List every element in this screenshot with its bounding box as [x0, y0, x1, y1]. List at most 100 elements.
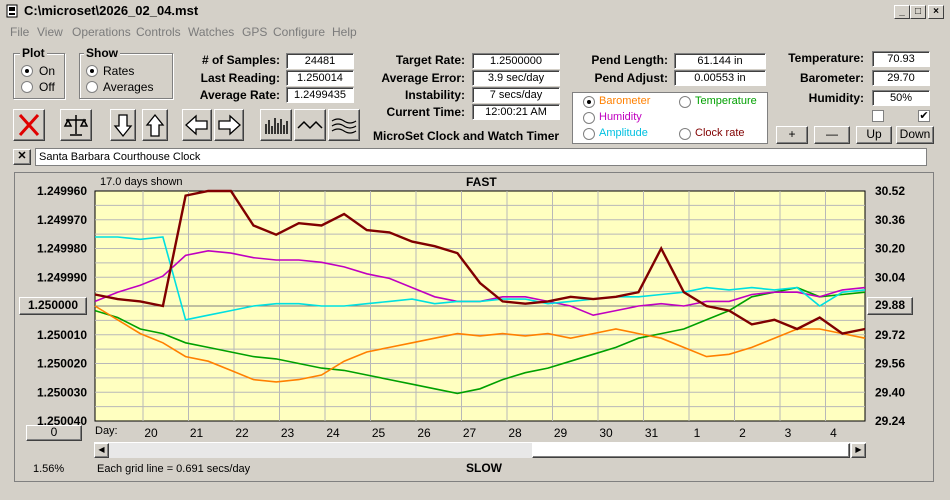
instability-field: 7 secs/day — [472, 87, 560, 103]
left-tick-label: 1.250020 — [37, 357, 87, 371]
last-reading-label: Last Reading: — [200, 71, 280, 85]
menu-file[interactable]: File — [10, 25, 30, 39]
red-x-icon — [18, 113, 40, 137]
bar-view-button[interactable] — [260, 109, 292, 141]
maximize-button[interactable]: □ — [910, 5, 926, 19]
arrow-up-icon — [145, 113, 165, 137]
right-tick-label: 30.20 — [875, 242, 905, 256]
right-tick-label: 29.56 — [875, 357, 905, 371]
move-down-button[interactable] — [110, 109, 136, 141]
average-error-field: 3.9 sec/day — [472, 70, 560, 86]
minimize-button[interactable]: _ — [894, 5, 910, 19]
scroll-left-arrow[interactable]: ◀ — [94, 443, 109, 458]
x-tick-label: 28 — [508, 426, 522, 440]
balance-button[interactable] — [60, 109, 92, 141]
series-line — [94, 189, 866, 335]
barometer-radio[interactable] — [583, 96, 595, 108]
menu-controls[interactable]: Controls — [136, 25, 181, 39]
scroll-left-button[interactable] — [182, 109, 212, 141]
wave-line-icon — [297, 120, 323, 130]
instability-label: Instability: — [404, 88, 465, 102]
x-tick-label: 26 — [417, 426, 431, 440]
x-tick-label: 24 — [326, 426, 340, 440]
temperature-field: 70.93 — [872, 51, 930, 67]
pend-length-field: 61.144 in — [674, 53, 766, 69]
menu-view[interactable]: View — [37, 25, 63, 39]
scroll-right-arrow[interactable]: ▶ — [851, 443, 866, 458]
clock-name-field[interactable]: Santa Barbara Courthouse Clock — [35, 148, 927, 166]
down-button[interactable]: Down — [896, 126, 934, 144]
plot-on-radio[interactable] — [21, 65, 33, 77]
average-error-label: Average Error: — [381, 71, 465, 85]
bars-icon — [265, 118, 288, 134]
left-tick-label: 1.249990 — [37, 270, 87, 284]
menu-bar: File View Operations Controls Watches GP… — [0, 22, 950, 42]
amplitude-option: Amplitude — [599, 127, 648, 139]
x-tick-label: 3 — [785, 426, 792, 440]
humidity-radio[interactable] — [583, 112, 595, 124]
x-tick-label: 30 — [599, 426, 613, 440]
x-tick-label: 27 — [463, 426, 477, 440]
menu-configure[interactable]: Configure — [273, 25, 326, 39]
menu-gps[interactable]: GPS — [242, 25, 268, 39]
center-rate-button[interactable]: 1.250000 — [19, 297, 87, 315]
x-tick-label: 1 — [694, 426, 701, 440]
x-tick-label: 23 — [281, 426, 295, 440]
menu-help[interactable]: Help — [332, 25, 357, 39]
up-button[interactable]: Up — [856, 126, 892, 144]
amplitude-radio[interactable] — [583, 128, 595, 140]
show-group: Show — [79, 46, 173, 99]
barometer-label: Barometer: — [799, 71, 864, 85]
scroll-track[interactable] — [110, 443, 530, 458]
window-title: C:\microset\2026_02_04.mst — [24, 3, 199, 18]
samples-field: 24481 — [286, 53, 354, 69]
center-sensor-button[interactable]: 29.88 — [867, 297, 913, 315]
line-view-button[interactable] — [294, 109, 326, 141]
clock-rate-option: Clock rate — [695, 127, 745, 139]
horizontal-scrollbar[interactable]: ◀ ▶ — [94, 442, 866, 458]
decrease-button[interactable]: — — [814, 126, 850, 144]
left-tick-label: 1.250040 — [37, 414, 87, 428]
arrow-down-icon — [113, 114, 133, 138]
pend-adjust-field: 0.00553 in — [674, 70, 766, 86]
menu-operations[interactable]: Operations — [72, 25, 131, 39]
temperature-label: Temperature: — [788, 51, 864, 65]
plot-off-radio[interactable] — [21, 81, 33, 93]
pend-adjust-label: Pend Adjust: — [594, 71, 668, 85]
left-tick-label: 1.249980 — [37, 242, 87, 256]
move-up-button[interactable] — [142, 109, 168, 141]
increase-button[interactable]: + — [776, 126, 808, 144]
show-averages-radio[interactable] — [86, 81, 98, 93]
close-clock-button[interactable]: ✕ — [13, 149, 31, 165]
clear-button[interactable] — [13, 109, 45, 141]
balance-scale-icon — [63, 115, 89, 136]
close-button[interactable]: × — [928, 5, 944, 19]
app-icon — [5, 4, 19, 18]
clock-rate-radio[interactable] — [679, 128, 691, 140]
scroll-thumb[interactable] — [532, 443, 850, 458]
menu-watches[interactable]: Watches — [188, 25, 235, 39]
fast-label: FAST — [466, 175, 497, 189]
auto-checkbox-2[interactable]: ✔ — [918, 110, 930, 122]
temperature-option: Temperature — [695, 95, 757, 107]
right-tick-label: 29.40 — [875, 385, 905, 399]
rate-chart: 20 21 22 23 24 25 26 27 28 29 30 31 1 2 3 41.2499601.24… — [37, 184, 905, 440]
auto-checkbox-1[interactable] — [872, 110, 884, 122]
temperature-radio[interactable] — [679, 96, 691, 108]
show-rates-label: Rates — [103, 64, 135, 78]
show-rates-radio[interactable] — [86, 65, 98, 77]
day-label: Day: — [95, 425, 118, 437]
slow-label: SLOW — [466, 461, 502, 475]
scroll-right-button[interactable] — [214, 109, 244, 141]
sensor-selector — [572, 92, 768, 144]
percent-label: 1.56% — [33, 463, 65, 475]
samples-label: # of Samples: — [201, 53, 280, 67]
arrow-right-icon — [218, 114, 241, 136]
plot-group: Plot — [13, 46, 65, 99]
multi-line-view-button[interactable] — [328, 109, 360, 141]
multi-wave-icon — [331, 118, 357, 134]
series-line — [94, 286, 866, 395]
offset-button[interactable]: 0 — [26, 425, 82, 441]
left-tick-label: 1.250030 — [37, 385, 87, 399]
barometer-field: 29.70 — [872, 70, 930, 86]
